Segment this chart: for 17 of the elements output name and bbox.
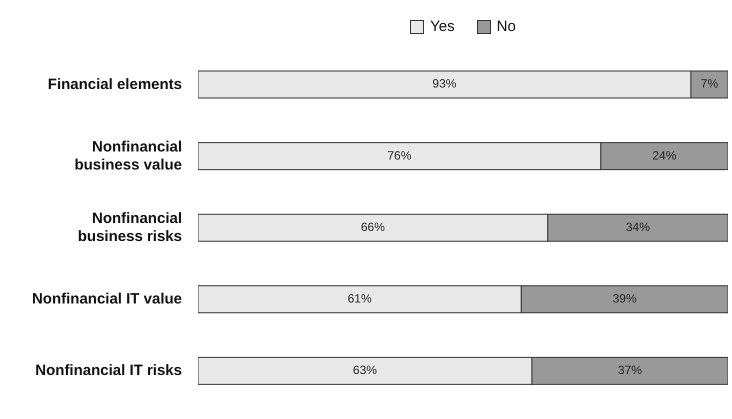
y-tick-label: Nonfinancial IT risks bbox=[35, 362, 182, 380]
data-label: 24% bbox=[652, 148, 677, 162]
data-label: 34% bbox=[626, 220, 650, 234]
data-label: 61% bbox=[348, 291, 372, 306]
y-tick-label: Nonfinancial business risks bbox=[78, 210, 182, 245]
legend-label: No bbox=[496, 18, 516, 35]
data-label: 66% bbox=[360, 220, 386, 234]
y-tick-label: Nonfinancial IT value bbox=[32, 290, 182, 308]
legend-label: Yes bbox=[430, 18, 455, 35]
data-label: 63% bbox=[352, 363, 378, 378]
y-tick-label: Financial elements bbox=[48, 76, 182, 93]
y-tick-label: Nonfinancial business value bbox=[74, 138, 182, 174]
data-label: 39% bbox=[612, 291, 637, 306]
data-label: 37% bbox=[618, 363, 642, 378]
data-label: 93% bbox=[432, 76, 457, 91]
data-label: 76% bbox=[387, 148, 412, 162]
data-label: 7% bbox=[700, 76, 718, 91]
